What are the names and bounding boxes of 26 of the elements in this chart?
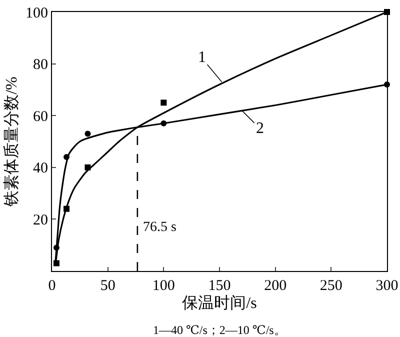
point [64, 154, 70, 160]
point [84, 130, 91, 137]
text: 1—40 ℃/s；2—10 ℃/s。 [153, 323, 286, 337]
x-tick-label: 150 [208, 278, 231, 294]
point [84, 164, 91, 170]
y-axis-title: 铁素体质量分数/% [2, 76, 20, 208]
x-tick-label: 100 [152, 278, 175, 294]
x-tick-label: 250 [320, 278, 342, 294]
x-tick-label: 50 [100, 278, 116, 294]
annotation: 1 [198, 49, 206, 66]
point [64, 206, 70, 212]
point [53, 244, 60, 251]
y-tick-label: 80 [33, 57, 48, 74]
point [160, 100, 167, 106]
x-tick-label: 300 [376, 278, 398, 294]
y-tick-label: 20 [33, 212, 48, 228]
ref-line-label: 76.5 s [143, 220, 176, 235]
y-tick-label: 100 [26, 5, 48, 22]
y-tick-label: 40 [33, 160, 48, 177]
point [53, 260, 60, 266]
point [160, 120, 167, 126]
annotation: 2 [256, 120, 264, 137]
x-axis-title: 保温时间/s [182, 294, 257, 312]
y-tick-label: 60 [33, 108, 48, 125]
x-tick-label: 200 [264, 278, 287, 294]
x-tick-label: 0 [48, 278, 56, 294]
